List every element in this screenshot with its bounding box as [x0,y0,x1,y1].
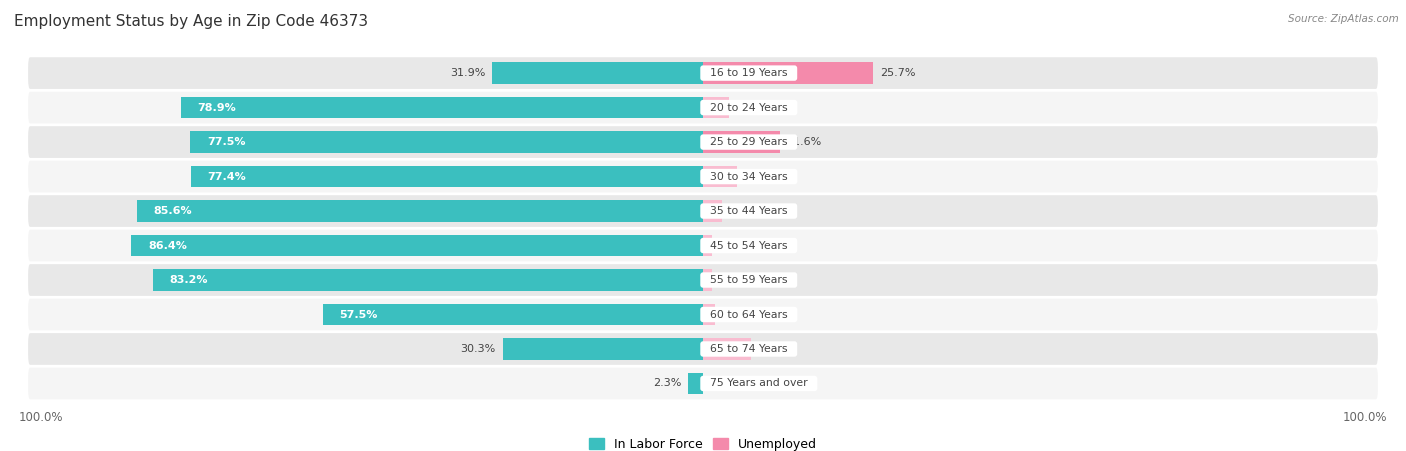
Text: 75 Years and over: 75 Years and over [703,378,814,388]
Bar [136,200,703,222]
Text: 30.3%: 30.3% [461,344,496,354]
Text: 5.1%: 5.1% [744,171,772,182]
Text: 16 to 19 Years: 16 to 19 Years [703,68,794,78]
Text: 83.2%: 83.2% [169,275,208,285]
Bar [703,131,780,153]
Text: 30 to 34 Years: 30 to 34 Years [703,171,794,182]
Text: 77.5%: 77.5% [207,137,245,147]
Bar [322,304,703,325]
Bar [191,166,703,187]
Bar [703,304,714,325]
Bar [190,131,703,153]
FancyBboxPatch shape [28,333,1378,365]
Bar [703,200,721,222]
Bar [703,235,713,256]
FancyBboxPatch shape [28,264,1378,296]
Text: 0.0%: 0.0% [710,378,738,388]
Bar [152,269,703,291]
Text: 20 to 24 Years: 20 to 24 Years [703,102,794,113]
Text: 1.4%: 1.4% [718,240,747,250]
Text: 25.7%: 25.7% [880,68,915,78]
Text: 25 to 29 Years: 25 to 29 Years [703,137,794,147]
Bar [703,269,713,291]
Text: 60 to 64 Years: 60 to 64 Years [703,309,794,319]
Text: 7.3%: 7.3% [758,344,786,354]
Bar [181,97,703,118]
Text: 11.6%: 11.6% [786,137,821,147]
FancyBboxPatch shape [28,161,1378,193]
Text: 85.6%: 85.6% [153,206,191,216]
FancyBboxPatch shape [28,299,1378,331]
Text: 45 to 54 Years: 45 to 54 Years [703,240,794,250]
FancyBboxPatch shape [28,92,1378,124]
Text: 77.4%: 77.4% [208,171,246,182]
Bar [131,235,703,256]
Text: Source: ZipAtlas.com: Source: ZipAtlas.com [1288,14,1399,23]
Bar [703,97,730,118]
Text: 4.0%: 4.0% [737,102,765,113]
FancyBboxPatch shape [28,230,1378,262]
Bar [492,62,703,84]
Text: 31.9%: 31.9% [450,68,485,78]
FancyBboxPatch shape [28,126,1378,158]
Text: 55 to 59 Years: 55 to 59 Years [703,275,794,285]
FancyBboxPatch shape [28,195,1378,227]
Text: 35 to 44 Years: 35 to 44 Years [703,206,794,216]
Text: 57.5%: 57.5% [339,309,377,319]
Text: 2.8%: 2.8% [728,206,756,216]
Text: 1.4%: 1.4% [718,275,747,285]
FancyBboxPatch shape [28,368,1378,399]
Bar [703,338,751,360]
Text: 78.9%: 78.9% [197,102,236,113]
Legend: In Labor Force, Unemployed: In Labor Force, Unemployed [583,433,823,451]
Text: 1.8%: 1.8% [721,309,749,319]
Text: Employment Status by Age in Zip Code 46373: Employment Status by Age in Zip Code 463… [14,14,368,28]
Bar [502,338,703,360]
Bar [688,373,703,394]
FancyBboxPatch shape [28,57,1378,89]
Bar [703,62,873,84]
Text: 65 to 74 Years: 65 to 74 Years [703,344,794,354]
Text: 2.3%: 2.3% [652,378,681,388]
Text: 86.4%: 86.4% [148,240,187,250]
Bar [703,166,737,187]
